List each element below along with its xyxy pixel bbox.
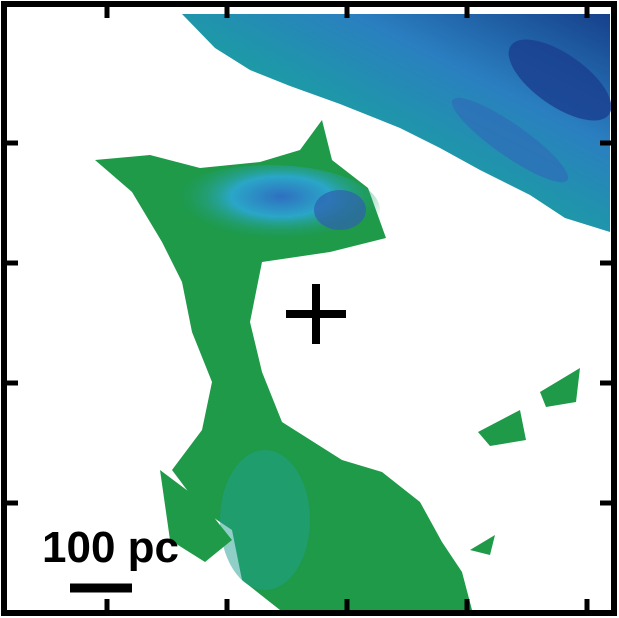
map-panel: 100 pc (0, 0, 619, 618)
emission-core (220, 450, 310, 590)
emission-region (470, 535, 495, 555)
emission-region (478, 410, 526, 446)
page: 100 pc (() => { const data = JSON.parse(… (0, 0, 619, 618)
emission-region (540, 368, 580, 407)
center-marker (286, 284, 346, 344)
scale-label: 100 pc (42, 523, 179, 572)
emission-core (314, 190, 366, 230)
